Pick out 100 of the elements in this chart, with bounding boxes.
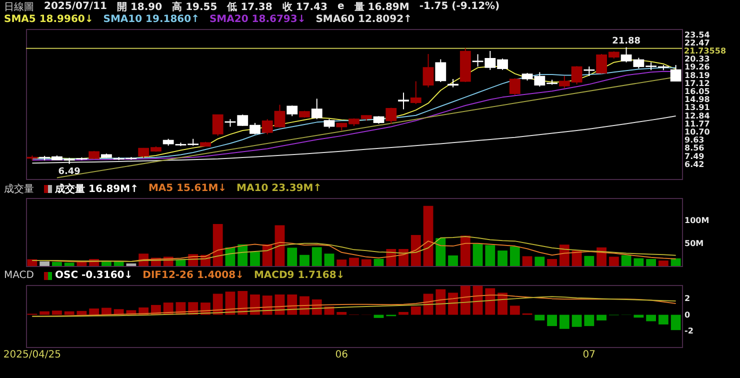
text: SMA20 18.6793↓ — [209, 14, 306, 25]
y-tick-label: 6.42 — [684, 160, 704, 169]
bar — [312, 247, 322, 266]
bar — [448, 292, 458, 315]
y-tick-label: 11.77 — [684, 119, 710, 128]
bar — [324, 254, 334, 266]
bar — [212, 224, 223, 266]
bar — [670, 314, 681, 330]
bar — [596, 247, 606, 266]
bar — [262, 244, 272, 266]
bar — [64, 311, 74, 315]
bar — [670, 258, 681, 266]
candlestick — [584, 66, 595, 76]
bar — [52, 262, 62, 266]
candlestick — [286, 105, 298, 117]
bar — [89, 308, 100, 315]
bar — [460, 286, 470, 315]
bar — [547, 314, 557, 326]
bar — [498, 250, 508, 266]
bar — [76, 310, 87, 315]
bar — [410, 235, 421, 266]
bar — [361, 259, 372, 266]
y-tick-label: -2 — [684, 326, 694, 336]
annotation: 6.49 — [58, 166, 80, 177]
text: SMA10 19.1860↑ — [103, 14, 200, 25]
candlestick — [422, 54, 434, 88]
bar — [608, 256, 619, 266]
candlestick — [212, 114, 224, 136]
bar — [250, 252, 260, 266]
x-tick-label: 07 — [582, 350, 596, 360]
text: SMA60 12.8092↑ — [316, 14, 412, 25]
bar — [472, 244, 483, 266]
bar — [547, 259, 557, 266]
candlestick — [509, 78, 520, 96]
bar — [102, 261, 112, 266]
text: 高 19.55 — [172, 0, 218, 14]
y-tick-label: 17.12 — [684, 78, 710, 88]
x-tick-label: 2025/04/25 — [3, 350, 62, 360]
y-tick-label: 20.33 — [684, 54, 710, 64]
y-tick-label: 7.49 — [684, 152, 705, 161]
bar — [102, 308, 112, 315]
bar — [510, 306, 520, 315]
candlestick — [311, 98, 322, 120]
bar — [658, 260, 668, 266]
y-tick-label: 9.63 — [684, 136, 704, 145]
bar — [114, 261, 124, 266]
x-tick-label: 06 — [335, 350, 348, 360]
bar — [646, 259, 656, 266]
bar — [349, 258, 359, 266]
candlestick — [398, 92, 409, 110]
bar — [40, 311, 50, 315]
text: MA10 23.39M↑ — [236, 183, 322, 194]
y-tick-label: 23.54 — [684, 30, 710, 40]
line-series — [32, 116, 676, 164]
text: 量 16.89M — [354, 0, 410, 14]
bar — [646, 314, 656, 322]
bar — [559, 244, 570, 266]
bar — [448, 255, 458, 266]
bar — [126, 263, 136, 266]
bar — [274, 225, 285, 266]
text: 低 17.38 — [227, 0, 272, 14]
bar — [472, 286, 483, 315]
bar — [410, 306, 421, 315]
bar — [336, 312, 347, 315]
line-series — [32, 236, 676, 262]
bar — [572, 314, 582, 327]
bar — [584, 314, 594, 326]
y-tick-label: 18.19 — [684, 70, 710, 80]
y-tick-label: 8.56 — [684, 144, 705, 153]
bar — [485, 288, 496, 315]
bar — [287, 294, 298, 315]
chart-title: 成交量 — [4, 182, 34, 196]
bar — [64, 262, 74, 266]
bar — [52, 310, 62, 315]
y-tick-label: 16.05 — [684, 87, 710, 96]
bar — [485, 245, 496, 266]
bar — [596, 314, 606, 320]
legend-label: OSC -0.3160↓ — [54, 270, 133, 281]
candlestick — [435, 58, 446, 83]
bar — [336, 260, 347, 266]
bar — [634, 258, 644, 266]
y-tick-label: 100M — [684, 216, 710, 226]
text: -1.75 (-9.12%) — [419, 1, 500, 12]
candlestick — [386, 107, 397, 124]
bar — [584, 256, 594, 266]
annotation: 21.88 — [612, 36, 641, 46]
y-tick-label: 2 — [684, 294, 690, 304]
y-tick-label: 14.98 — [684, 95, 710, 104]
y-tick-label: 13.91 — [684, 103, 710, 112]
bar — [212, 294, 223, 315]
bar — [621, 255, 632, 266]
y-tick-label: 19.26 — [684, 62, 710, 72]
bar — [460, 236, 470, 266]
bar — [534, 314, 545, 320]
text: 開 18.90 — [116, 0, 162, 14]
text: SMA5 18.9960↓ — [4, 14, 94, 25]
candlestick — [324, 118, 335, 129]
bar — [436, 238, 446, 266]
legend-label: 成交量 16.89M↑ — [55, 182, 138, 196]
bar — [287, 248, 298, 266]
